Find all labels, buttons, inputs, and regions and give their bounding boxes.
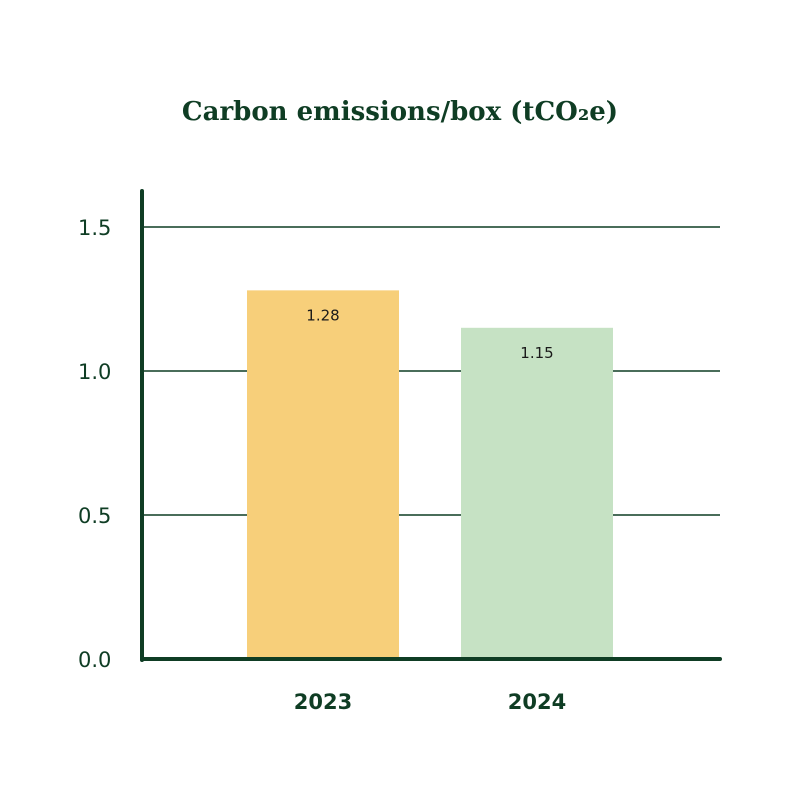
bars — [247, 290, 613, 659]
data-label-2023: 1.28 — [306, 306, 339, 324]
chart-title: Carbon emissions/box (tCO₂e) — [182, 97, 618, 127]
x-category-label: 2023 — [294, 690, 352, 714]
y-tick-label: 1.0 — [78, 360, 111, 384]
y-tick-label: 0.0 — [78, 648, 111, 672]
bar-2024 — [461, 327, 613, 659]
x-category-label: 2024 — [508, 690, 566, 714]
x-category-labels: 2023 2024 — [294, 690, 566, 714]
y-tick-label: 1.5 — [78, 216, 111, 240]
y-tick-labels: 0.0 0.5 1.0 1.5 — [78, 216, 111, 672]
gridlines — [142, 226, 720, 516]
axes — [140, 189, 722, 662]
bar-2023 — [247, 290, 399, 659]
data-label-2024: 1.15 — [520, 344, 553, 362]
y-tick-label: 0.5 — [78, 504, 111, 528]
data-labels: 1.28 1.15 — [306, 306, 553, 361]
